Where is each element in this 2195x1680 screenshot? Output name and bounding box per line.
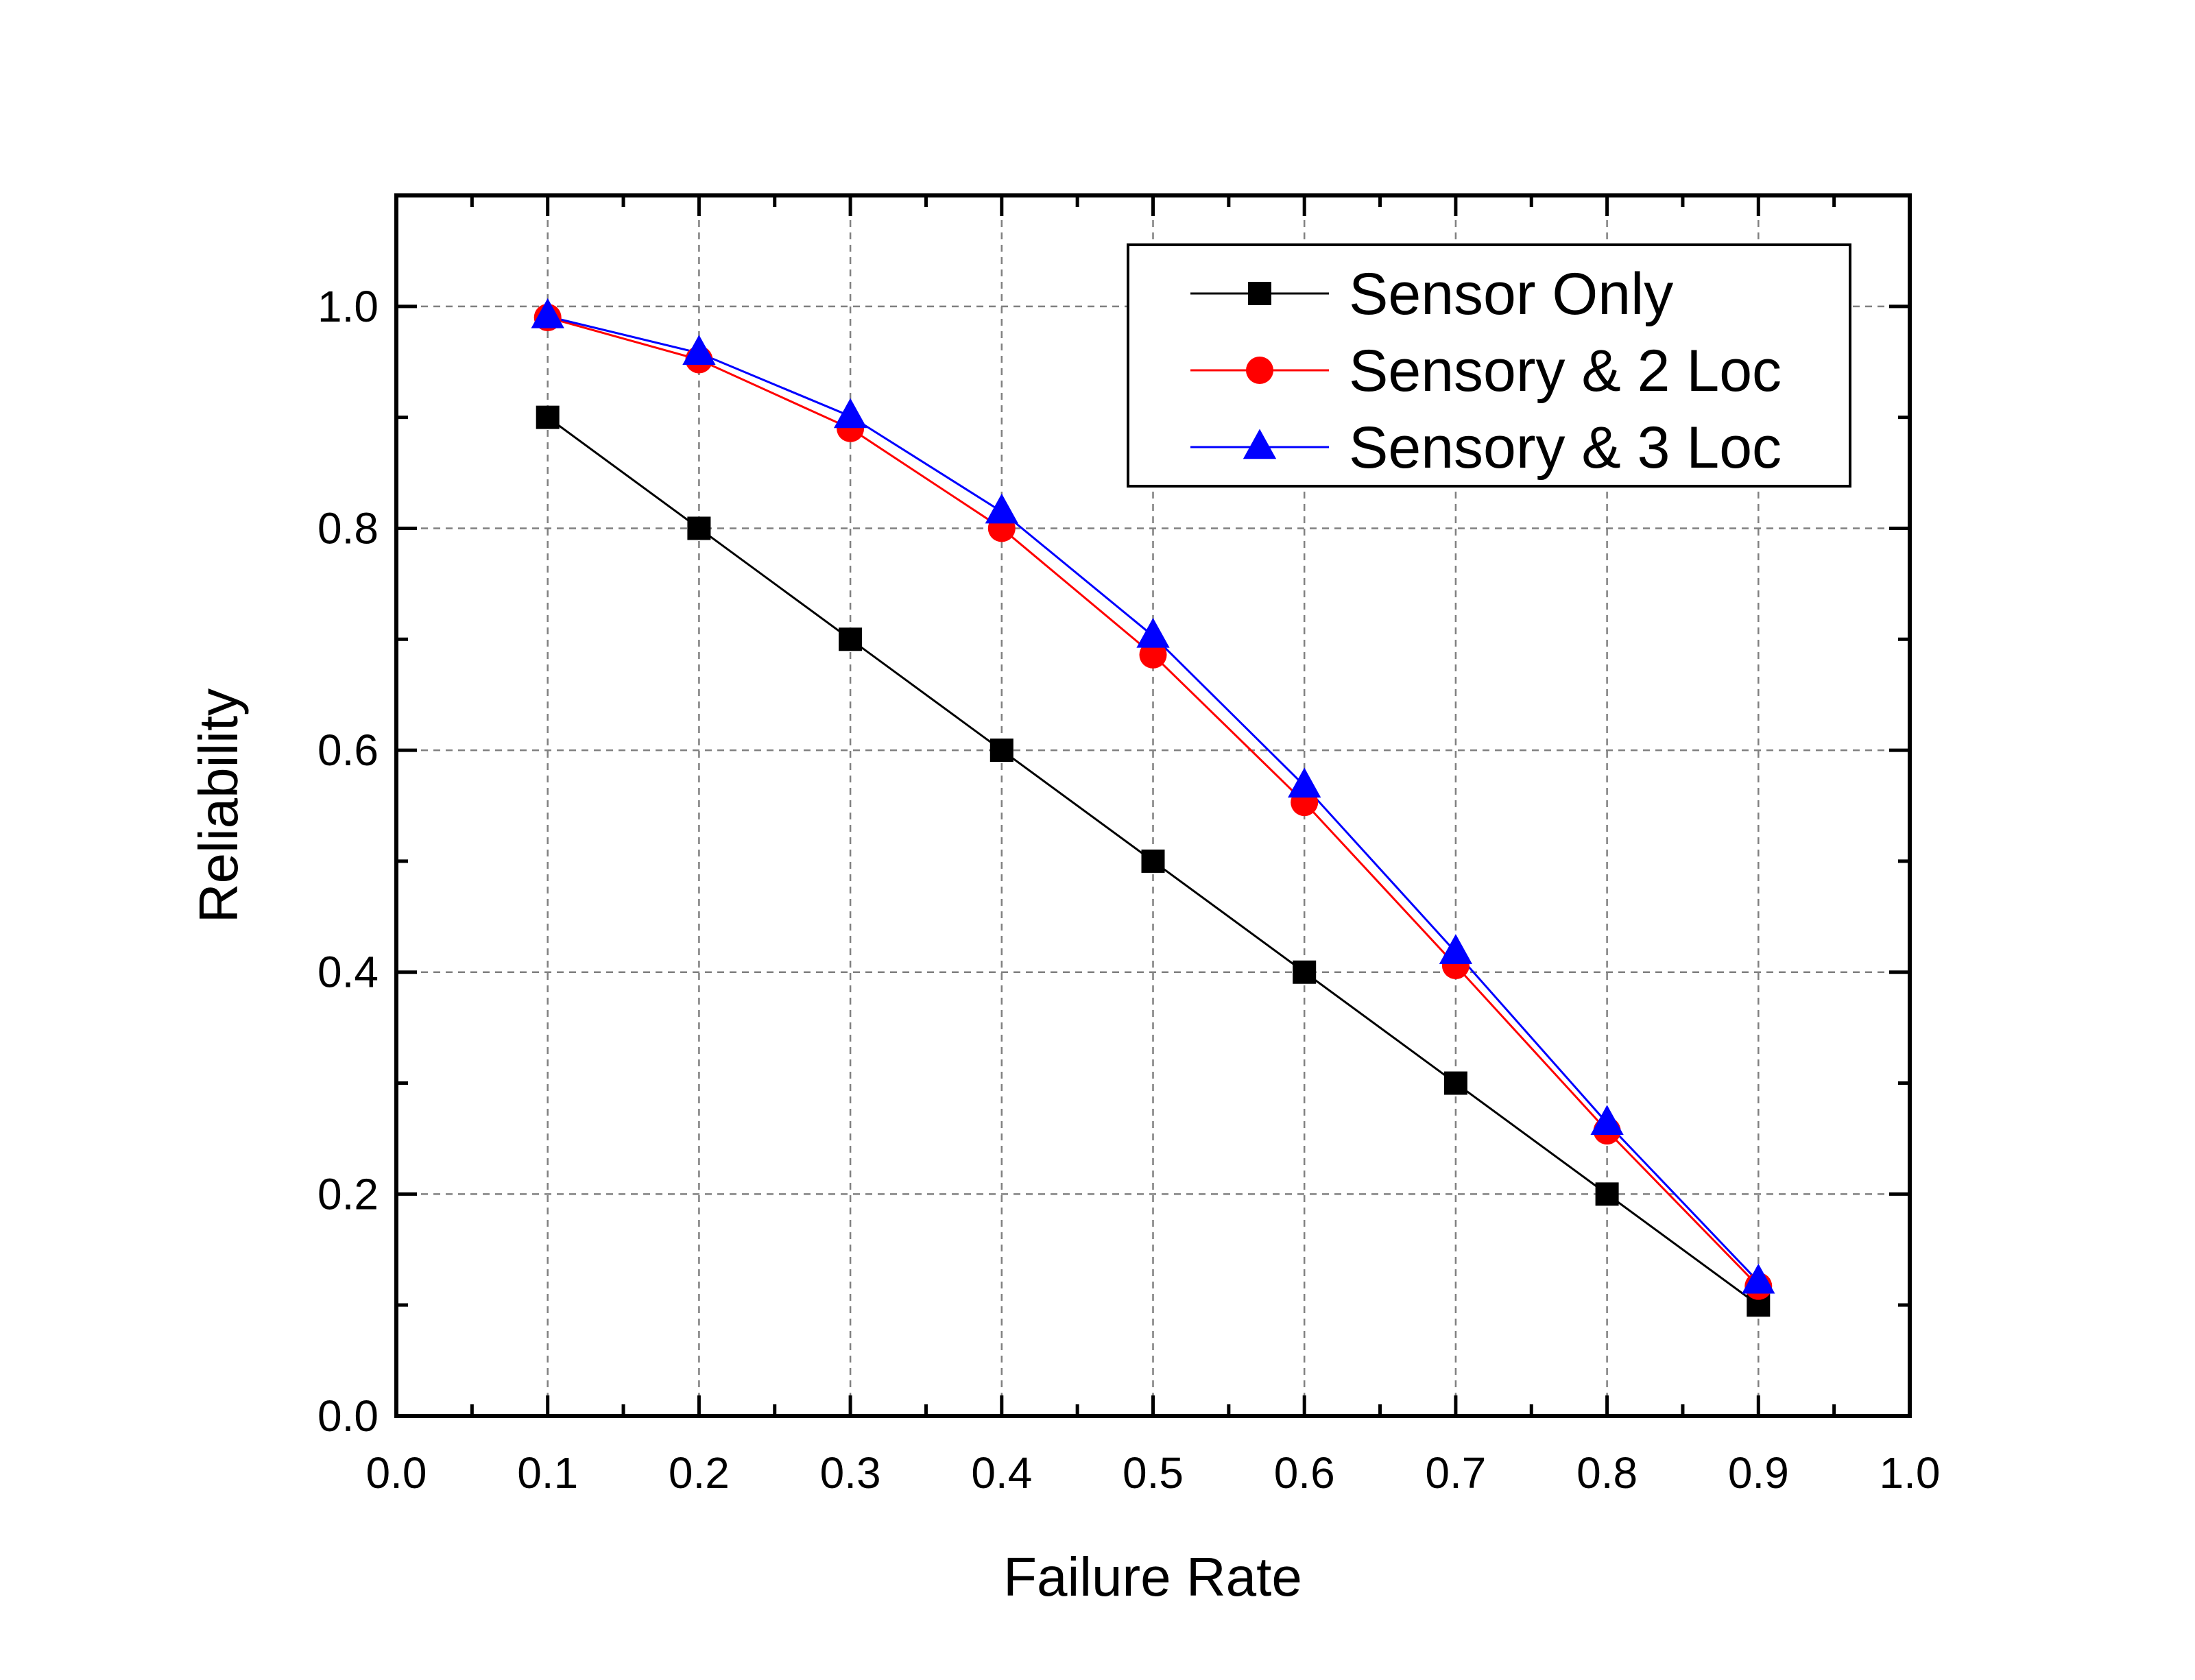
x-tick-label: 0.2	[669, 1448, 730, 1498]
x-tick-label: 0.7	[1425, 1448, 1486, 1498]
x-axis-label: Failure Rate	[1003, 1546, 1302, 1607]
y-tick-label: 0.6	[317, 725, 379, 775]
data-point-sensory-3-loc	[1742, 1263, 1775, 1294]
y-tick-labels: 0.0 0.2 0.4 0.6 0.8 1.0	[317, 282, 379, 1441]
y-axis-label: Reliability	[188, 688, 249, 923]
data-point-sensory-3-loc	[1590, 1105, 1624, 1136]
legend: Sensor Only Sensory & 2 Loc Sensory & 3 Lo…	[1127, 243, 1851, 488]
x-tick-label: 0.6	[1274, 1448, 1335, 1498]
x-tick-labels: 0.0 0.1 0.2 0.3 0.4 0.5 0.6 0.7 0.8 0.9 1.0	[366, 1448, 1941, 1498]
data-point-sensor-only	[989, 739, 1013, 763]
data-point-sensory-3-loc	[833, 398, 867, 429]
x-tick-label: 0.8	[1576, 1448, 1638, 1498]
data-point-sensor-only	[1443, 1071, 1467, 1095]
legend-items: Sensor Only Sensory & 2 Loc Sensory & 3 Lo…	[1190, 261, 1782, 481]
data-point-sensor-only	[839, 627, 863, 651]
data-point-sensory-3-loc	[1288, 767, 1321, 798]
x-tick-label: 0.1	[517, 1448, 578, 1498]
legend-marker-sensory-2-loc	[1246, 357, 1273, 384]
x-tick-label: 1.0	[1880, 1448, 1941, 1498]
data-point-sensor-only	[1293, 960, 1317, 984]
x-tick-label: 0.0	[366, 1448, 427, 1498]
x-tick-label: 0.5	[1123, 1448, 1184, 1498]
legend-label-sensor-only: Sensor Only	[1349, 261, 1673, 327]
data-point-sensory-3-loc	[531, 298, 564, 328]
legend-marker-sensor-only	[1248, 282, 1271, 305]
data-point-sensor-only	[1595, 1182, 1619, 1206]
axis-ticks	[394, 193, 1912, 1418]
data-point-sensory-3-loc	[1136, 617, 1170, 648]
data-point-sensor-only	[536, 405, 560, 429]
y-tick-label: 0.4	[317, 948, 379, 997]
data-point-sensor-only	[1141, 849, 1165, 873]
y-tick-label: 0.0	[317, 1391, 379, 1441]
legend-marker-sensory-3-loc	[1243, 429, 1277, 459]
data-point-sensory-3-loc	[985, 493, 1018, 524]
y-tick-label: 0.2	[317, 1169, 379, 1219]
x-tick-label: 0.4	[971, 1448, 1032, 1498]
x-tick-label: 0.3	[820, 1448, 881, 1498]
data-point-sensory-2-loc	[1139, 640, 1167, 669]
legend-label-sensory-3-loc: Sensory & 3 Loc	[1349, 415, 1782, 481]
data-point-sensory-3-loc	[1439, 934, 1473, 964]
series-markers	[531, 298, 1775, 1317]
y-tick-label: 1.0	[317, 282, 379, 331]
data-point-sensor-only	[687, 516, 711, 540]
legend-label-sensory-2-loc: Sensory & 2 Loc	[1349, 338, 1782, 404]
x-tick-label: 0.9	[1728, 1448, 1789, 1498]
y-tick-label: 0.8	[317, 503, 379, 553]
data-point-sensory-3-loc	[682, 335, 716, 365]
